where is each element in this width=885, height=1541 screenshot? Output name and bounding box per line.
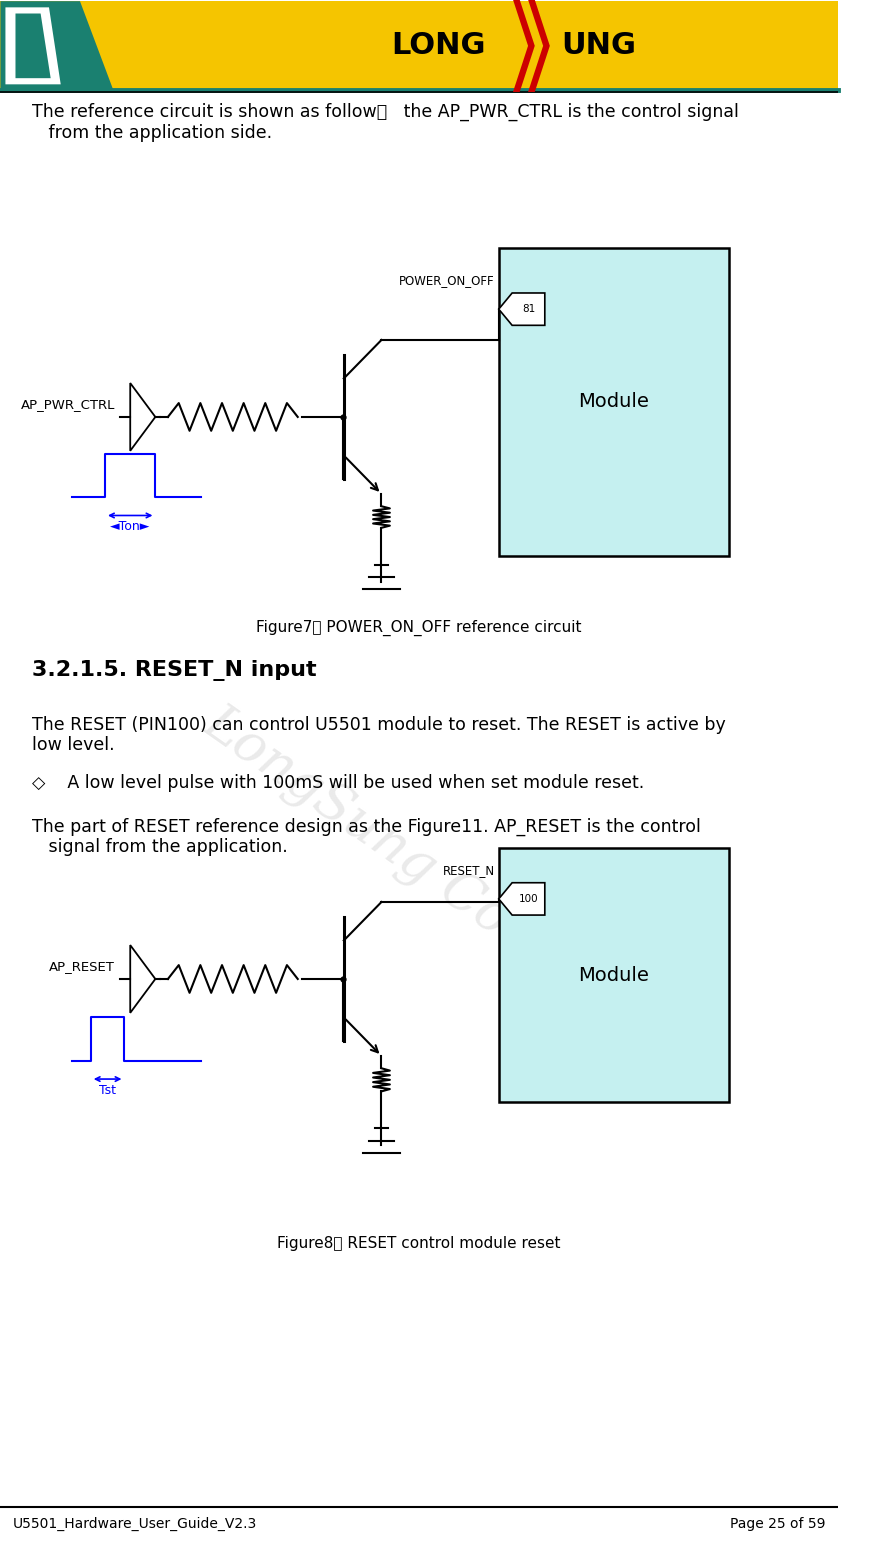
Text: UNG: UNG [562, 31, 636, 60]
Polygon shape [130, 384, 156, 452]
Text: Module: Module [579, 391, 650, 411]
Text: The reference circuit is shown as follow，   the AP_PWR_CTRL is the control signa: The reference circuit is shown as follow… [32, 103, 739, 142]
Polygon shape [5, 8, 61, 85]
Text: LongSung Confidential: LongSung Confidential [194, 697, 728, 1093]
Text: Module: Module [579, 966, 650, 985]
Polygon shape [499, 293, 545, 325]
Bar [499, 848, 729, 1102]
Text: AP_RESET: AP_RESET [50, 960, 115, 972]
Text: RESET_N: RESET_N [442, 863, 495, 877]
Bar [0, 2, 838, 91]
Text: 3.2.1.5. RESET_N input: 3.2.1.5. RESET_N input [32, 660, 317, 681]
Text: AP_PWR_CTRL: AP_PWR_CTRL [20, 398, 115, 411]
Text: 100: 100 [519, 894, 538, 905]
Text: Page 25 of 59: Page 25 of 59 [730, 1516, 826, 1532]
Text: The part of RESET reference design as the Figure11. AP_RESET is the control
   s: The part of RESET reference design as th… [32, 817, 701, 857]
Polygon shape [0, 2, 113, 91]
Polygon shape [130, 945, 156, 1012]
Text: Tst: Tst [99, 1083, 116, 1097]
Text: Figure8： RESET control module reset: Figure8： RESET control module reset [277, 1236, 561, 1251]
Text: 81: 81 [522, 304, 535, 314]
Text: ◇    A low level pulse with 100mS will be used when set module reset.: ◇ A low level pulse with 100mS will be u… [32, 774, 644, 792]
Text: U5501_Hardware_User_Guide_V2.3: U5501_Hardware_User_Guide_V2.3 [13, 1516, 258, 1532]
Polygon shape [528, 0, 550, 92]
Bar [499, 248, 729, 555]
Text: LONG: LONG [392, 31, 486, 60]
Text: POWER_ON_OFF: POWER_ON_OFF [399, 274, 495, 287]
Text: ◄Ton►: ◄Ton► [110, 521, 150, 533]
Polygon shape [513, 0, 535, 92]
Polygon shape [15, 14, 50, 79]
Polygon shape [499, 883, 545, 915]
Text: Figure7： POWER_ON_OFF reference circuit: Figure7： POWER_ON_OFF reference circuit [257, 619, 582, 636]
Text: The RESET (PIN100) can control U5501 module to reset. The RESET is active by
low: The RESET (PIN100) can control U5501 mod… [32, 715, 726, 755]
